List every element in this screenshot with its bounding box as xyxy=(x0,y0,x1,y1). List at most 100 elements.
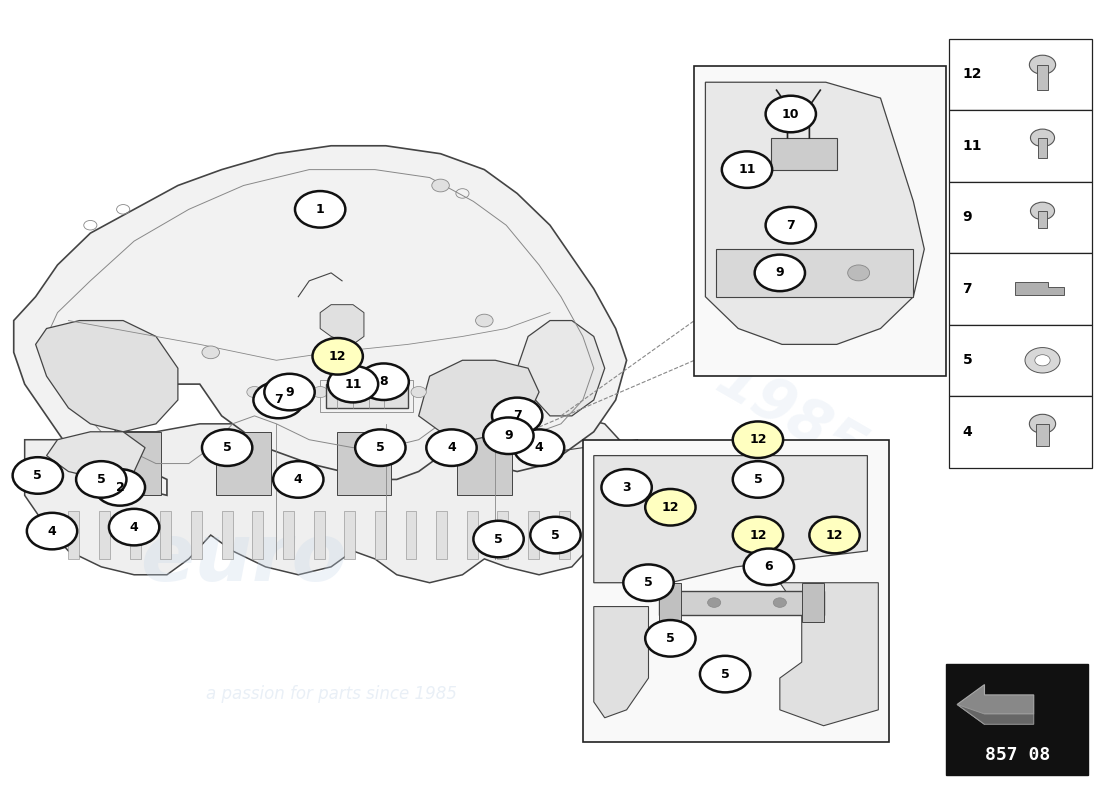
Circle shape xyxy=(733,517,783,554)
Circle shape xyxy=(1025,347,1060,373)
Circle shape xyxy=(312,338,363,374)
Text: 5: 5 xyxy=(97,473,106,486)
Circle shape xyxy=(328,366,378,402)
Bar xyxy=(949,325,1091,396)
Circle shape xyxy=(755,254,805,291)
Polygon shape xyxy=(217,432,271,495)
Bar xyxy=(1038,211,1047,228)
Polygon shape xyxy=(590,511,601,559)
Text: 5: 5 xyxy=(376,441,385,454)
Polygon shape xyxy=(802,582,824,622)
Text: 12: 12 xyxy=(329,350,346,363)
Circle shape xyxy=(646,620,695,657)
Text: 12: 12 xyxy=(962,67,982,82)
Text: 6: 6 xyxy=(764,560,773,574)
Text: 4: 4 xyxy=(130,521,139,534)
Text: 5: 5 xyxy=(754,473,762,486)
Text: 7: 7 xyxy=(962,282,972,296)
Bar xyxy=(949,110,1091,182)
Polygon shape xyxy=(659,582,681,622)
Circle shape xyxy=(1030,414,1056,434)
Circle shape xyxy=(766,96,816,132)
Polygon shape xyxy=(957,705,1034,724)
Polygon shape xyxy=(437,511,447,559)
Polygon shape xyxy=(222,511,232,559)
Polygon shape xyxy=(46,432,145,479)
Circle shape xyxy=(378,386,394,398)
Polygon shape xyxy=(406,511,417,559)
Circle shape xyxy=(473,521,524,558)
Polygon shape xyxy=(497,511,508,559)
Bar xyxy=(949,38,1091,110)
Bar xyxy=(694,66,946,376)
Polygon shape xyxy=(191,511,202,559)
Text: 12: 12 xyxy=(661,501,679,514)
Bar xyxy=(1036,424,1049,446)
Circle shape xyxy=(109,509,160,546)
Text: 4: 4 xyxy=(47,525,56,538)
Text: 4: 4 xyxy=(447,441,455,454)
Circle shape xyxy=(744,549,794,585)
Polygon shape xyxy=(419,360,539,440)
Text: 11: 11 xyxy=(962,138,982,153)
Polygon shape xyxy=(337,432,392,495)
Text: 5: 5 xyxy=(962,354,972,367)
Polygon shape xyxy=(659,590,824,614)
Polygon shape xyxy=(559,511,570,559)
Polygon shape xyxy=(99,511,110,559)
Text: 4: 4 xyxy=(962,425,972,438)
Circle shape xyxy=(26,513,77,550)
Circle shape xyxy=(810,517,860,554)
Text: a passion for parts since 1985: a passion for parts since 1985 xyxy=(206,685,456,703)
Bar xyxy=(583,440,889,742)
Circle shape xyxy=(411,386,427,398)
Text: 11: 11 xyxy=(738,163,756,176)
Polygon shape xyxy=(107,432,162,495)
Polygon shape xyxy=(13,146,627,495)
Circle shape xyxy=(202,346,220,358)
Circle shape xyxy=(295,191,345,228)
Text: 7: 7 xyxy=(274,394,283,406)
Circle shape xyxy=(432,179,449,192)
Bar xyxy=(320,380,414,412)
Circle shape xyxy=(492,398,542,434)
Circle shape xyxy=(1031,202,1055,220)
Text: 5: 5 xyxy=(645,576,653,590)
Text: 11: 11 xyxy=(344,378,362,390)
Text: 12: 12 xyxy=(749,434,767,446)
Text: 12: 12 xyxy=(749,529,767,542)
Circle shape xyxy=(322,195,340,208)
Text: 5: 5 xyxy=(551,529,560,542)
Circle shape xyxy=(253,382,304,418)
Circle shape xyxy=(773,598,786,607)
Text: 12: 12 xyxy=(826,529,844,542)
Circle shape xyxy=(202,430,252,466)
Text: 9: 9 xyxy=(962,210,972,224)
Circle shape xyxy=(12,457,63,494)
Text: 9: 9 xyxy=(504,430,513,442)
Text: 2: 2 xyxy=(116,481,124,494)
Circle shape xyxy=(1031,129,1055,146)
Polygon shape xyxy=(466,511,477,559)
Polygon shape xyxy=(320,305,364,344)
Polygon shape xyxy=(344,511,355,559)
Polygon shape xyxy=(68,511,79,559)
Polygon shape xyxy=(528,511,539,559)
Text: 7: 7 xyxy=(513,410,521,422)
Circle shape xyxy=(246,386,262,398)
Text: 4: 4 xyxy=(294,473,302,486)
Circle shape xyxy=(707,598,721,607)
Text: 1985: 1985 xyxy=(706,350,876,481)
Circle shape xyxy=(95,469,145,506)
Text: 1: 1 xyxy=(316,203,324,216)
Circle shape xyxy=(733,422,783,458)
Bar xyxy=(326,384,408,408)
Circle shape xyxy=(733,461,783,498)
Polygon shape xyxy=(517,321,605,416)
Circle shape xyxy=(1030,55,1056,74)
Polygon shape xyxy=(716,249,913,297)
Circle shape xyxy=(700,656,750,692)
Polygon shape xyxy=(780,582,878,726)
Bar xyxy=(1038,138,1047,158)
Polygon shape xyxy=(375,511,386,559)
